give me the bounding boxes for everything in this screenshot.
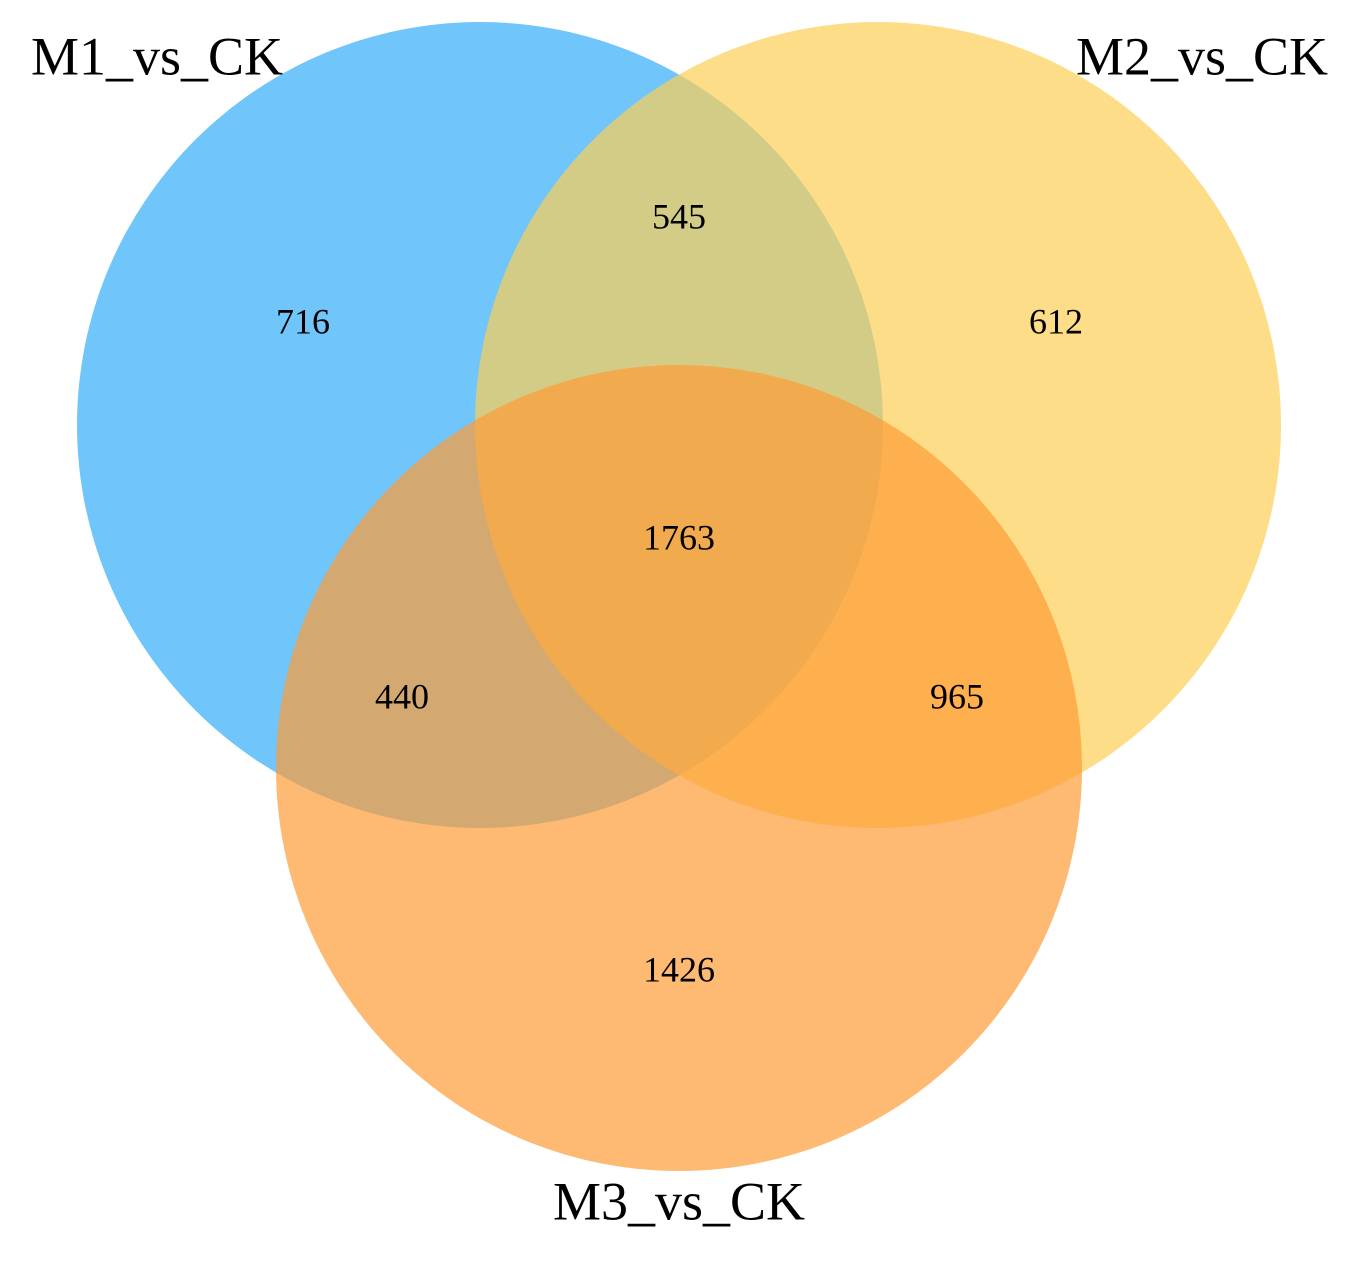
region-count: 716 bbox=[276, 301, 330, 341]
region-count: 965 bbox=[930, 676, 984, 716]
region-count: 1426 bbox=[643, 949, 715, 989]
region-count: 612 bbox=[1029, 301, 1083, 341]
set-label: M1_vs_CK bbox=[31, 26, 283, 86]
set-label: M2_vs_CK bbox=[1076, 26, 1328, 86]
set-circle bbox=[276, 365, 1082, 1171]
region-count: 545 bbox=[652, 196, 706, 236]
set-label: M3_vs_CK bbox=[553, 1171, 805, 1231]
region-count: 440 bbox=[375, 676, 429, 716]
region-count: 1763 bbox=[643, 517, 715, 557]
